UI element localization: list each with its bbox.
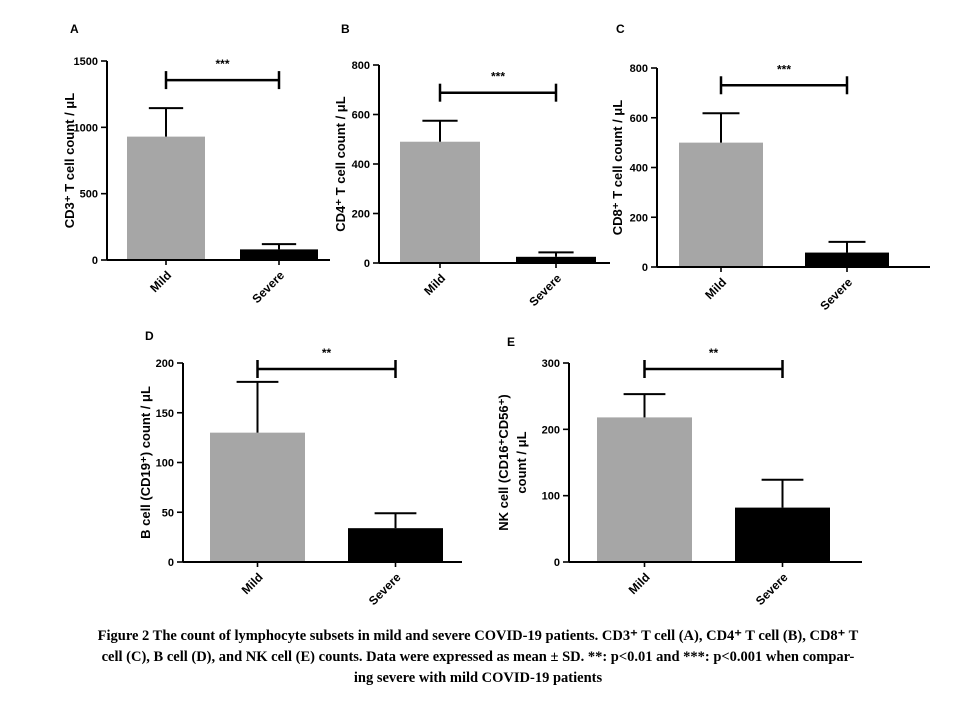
- x-tick-label-mild: Mild: [702, 275, 729, 302]
- bar-mild: [127, 136, 205, 260]
- y-tick-label: 200: [630, 212, 648, 224]
- bar-mild: [400, 141, 480, 263]
- bar-severe: [805, 252, 889, 267]
- bar-severe: [240, 249, 318, 260]
- bar-mild: [597, 417, 692, 562]
- chart-panel-e: E Mild Severe 0 100 200 300 NK cell (CD16⁺CD56⁺…: [496, 335, 862, 608]
- bar-severe: [348, 528, 443, 562]
- y-tick-label: 800: [352, 60, 370, 72]
- y-tick-label: 0: [364, 258, 370, 270]
- chart-panel-c: C Mild Severe 0 200 400 600 800 CD8⁺ T cell coun…: [610, 22, 930, 313]
- y-tick-label: 600: [630, 113, 648, 125]
- y-tick-label: 200: [352, 209, 370, 221]
- x-tick-label-mild: Mild: [626, 570, 653, 597]
- x-tick-label-mild: Mild: [421, 271, 448, 298]
- y-tick-label: 0: [554, 557, 560, 569]
- caption-line-3: ing severe with mild COVID-19 patients: [353, 670, 603, 686]
- y-axis-label: NK cell (CD16⁺CD56⁺): [496, 394, 511, 531]
- chart-panel-a: A Mild Severe 0 500 1000 1500 CD3⁺ T cell count…: [62, 22, 330, 306]
- panel-letter: B: [341, 22, 350, 36]
- y-tick-label: 400: [630, 163, 648, 175]
- bar-severe: [735, 507, 830, 562]
- chart-panel-d: D Mild Severe 0 50 100 150 200 B cell (CD19⁺) co…: [138, 329, 462, 608]
- x-tick-label-mild: Mild: [239, 570, 266, 597]
- chart-panel-b: B Mild Severe 0 200 400 600 800 CD4⁺ T cell coun…: [333, 22, 610, 309]
- y-axis-label: count / μL: [514, 431, 529, 493]
- y-tick-label: 200: [542, 424, 560, 436]
- y-tick-label: 500: [80, 189, 98, 201]
- bar-severe: [516, 256, 596, 263]
- significance-label: ***: [491, 70, 505, 84]
- x-tick-label-severe: Severe: [526, 271, 564, 309]
- panel-letter: E: [507, 335, 515, 349]
- significance-label: ***: [777, 62, 791, 76]
- x-tick-label-mild: Mild: [147, 268, 174, 295]
- y-axis-label: B cell (CD19⁺) count / μL: [138, 386, 153, 539]
- y-tick-label: 150: [156, 408, 174, 420]
- figure-caption: Figure 2 The count of lymphocyte subsets…: [22, 626, 934, 689]
- x-tick-label-severe: Severe: [817, 275, 855, 313]
- bar-mild: [210, 432, 305, 562]
- significance-label: **: [709, 346, 719, 360]
- significance-label: ***: [215, 57, 229, 71]
- y-tick-label: 200: [156, 358, 174, 370]
- y-tick-label: 600: [352, 110, 370, 122]
- y-axis-label: CD4⁺ T cell count / μL: [333, 96, 348, 231]
- x-tick-label-severe: Severe: [366, 570, 404, 608]
- y-tick-label: 300: [542, 358, 560, 370]
- y-tick-label: 0: [642, 262, 648, 274]
- y-tick-label: 800: [630, 63, 648, 75]
- y-tick-label: 0: [168, 557, 174, 569]
- x-tick-label-severe: Severe: [249, 268, 287, 306]
- panel-letter: A: [70, 22, 79, 36]
- y-axis-label: CD8⁺ T cell count / μL: [610, 100, 625, 235]
- y-tick-label: 100: [542, 491, 560, 503]
- y-tick-label: 100: [156, 458, 174, 470]
- significance-label: **: [322, 346, 332, 360]
- caption-line-1: Figure 2 The count of lymphocyte subsets…: [97, 628, 859, 644]
- panel-letter: C: [616, 22, 625, 36]
- x-tick-label-severe: Severe: [753, 570, 791, 608]
- caption-line-2: cell (C), B cell (D), and NK cell (E) co…: [101, 649, 855, 665]
- bar-mild: [679, 142, 763, 267]
- y-tick-label: 1000: [74, 122, 98, 134]
- y-tick-label: 50: [162, 507, 174, 519]
- y-tick-label: 0: [92, 255, 98, 267]
- y-axis-label: CD3⁺ T cell count / μL: [62, 93, 77, 228]
- panel-letter: D: [145, 329, 154, 343]
- y-tick-label: 400: [352, 159, 370, 171]
- y-tick-label: 1500: [74, 56, 98, 68]
